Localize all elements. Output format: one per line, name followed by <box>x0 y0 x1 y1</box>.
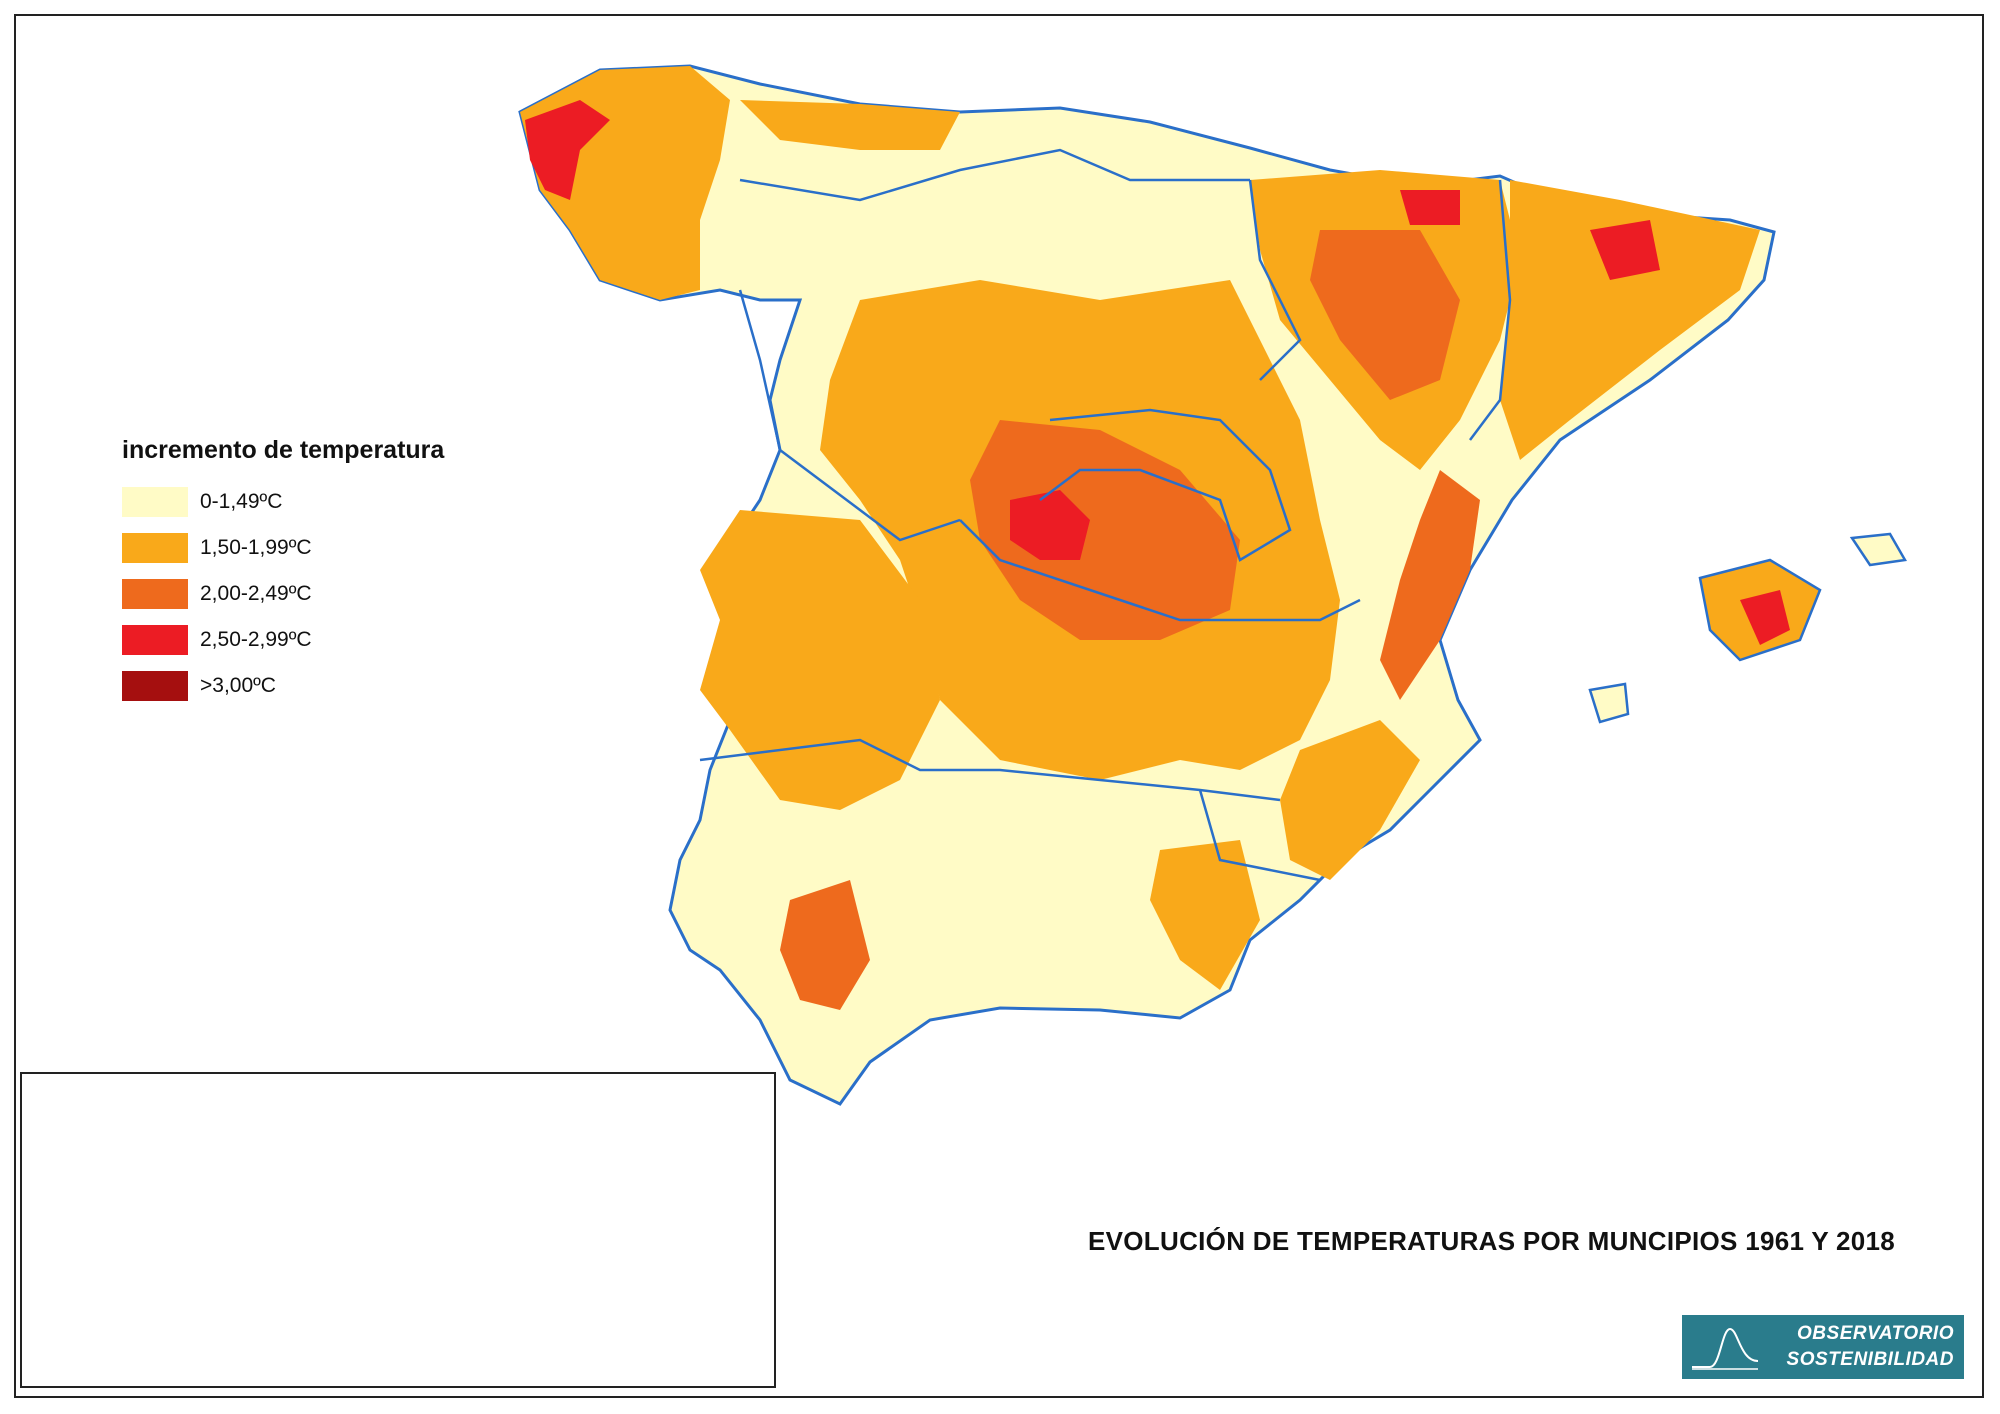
region-borders <box>699 148 1512 882</box>
legend-items: 0-1,49ºC 1,50-1,99ºC 2,00-2,49ºC 2,50-2,… <box>122 479 444 709</box>
legend-label: 2,50-2,99ºC <box>200 628 312 651</box>
legend-swatch <box>122 487 188 517</box>
legend-item: 2,50-2,99ºC <box>122 617 444 663</box>
legend-label: 1,50-1,99ºC <box>200 536 312 559</box>
legend-swatch <box>122 533 188 563</box>
legend-item: 2,00-2,49ºC <box>122 571 444 617</box>
legend-swatch <box>122 671 188 701</box>
region-valencia-coast <box>1380 470 1480 700</box>
map-legend: incremento de temperatura 0-1,49ºC 1,50-… <box>122 436 444 709</box>
map-title: EVOLUCIÓN DE TEMPERATURAS POR MUNCIPIOS … <box>1088 1226 1896 1256</box>
logo-line-2: SOSTENIBILIDAD <box>1786 1349 1954 1370</box>
region-east-andalusia <box>1150 840 1260 990</box>
region-catalonia <box>1500 180 1760 460</box>
legend-label: 0-1,49ºC <box>200 490 283 513</box>
legend-label: 2,00-2,49ºC <box>200 582 312 605</box>
legend-item: 1,50-1,99ºC <box>122 525 444 571</box>
region-murcia <box>1280 720 1420 880</box>
legend-item: >3,00ºC <box>122 663 444 709</box>
region-catalonia-hot <box>1590 220 1660 280</box>
logo-line-1: OBSERVATORIO <box>1797 1323 1954 1344</box>
legend-swatch <box>122 625 188 655</box>
region-galicia-hot <box>525 100 610 200</box>
island-mallorca-hot <box>1740 590 1790 645</box>
region-pyrenees-hot <box>1400 190 1460 225</box>
region-ebro-hot <box>1310 230 1460 400</box>
canary-islands-inset <box>20 1072 776 1388</box>
island-ibiza <box>1588 682 1630 724</box>
bell-curve-icon <box>1692 1327 1759 1370</box>
region-cantabrian <box>740 100 960 150</box>
island-menorca <box>1849 532 1908 567</box>
region-extremadura <box>700 510 940 810</box>
legend-swatch <box>122 579 188 609</box>
legend-label: >3,00ºC <box>200 674 276 697</box>
legend-item: 0-1,49ºC <box>122 479 444 525</box>
region-madrid-core <box>1010 490 1090 560</box>
region-guadalquivir <box>780 880 870 1010</box>
region-madrid-hot <box>970 420 1240 640</box>
observatorio-logo: OBSERVATORIO SOSTENIBILIDAD <box>1682 1315 1964 1379</box>
legend-title: incremento de temperatura <box>122 436 445 464</box>
